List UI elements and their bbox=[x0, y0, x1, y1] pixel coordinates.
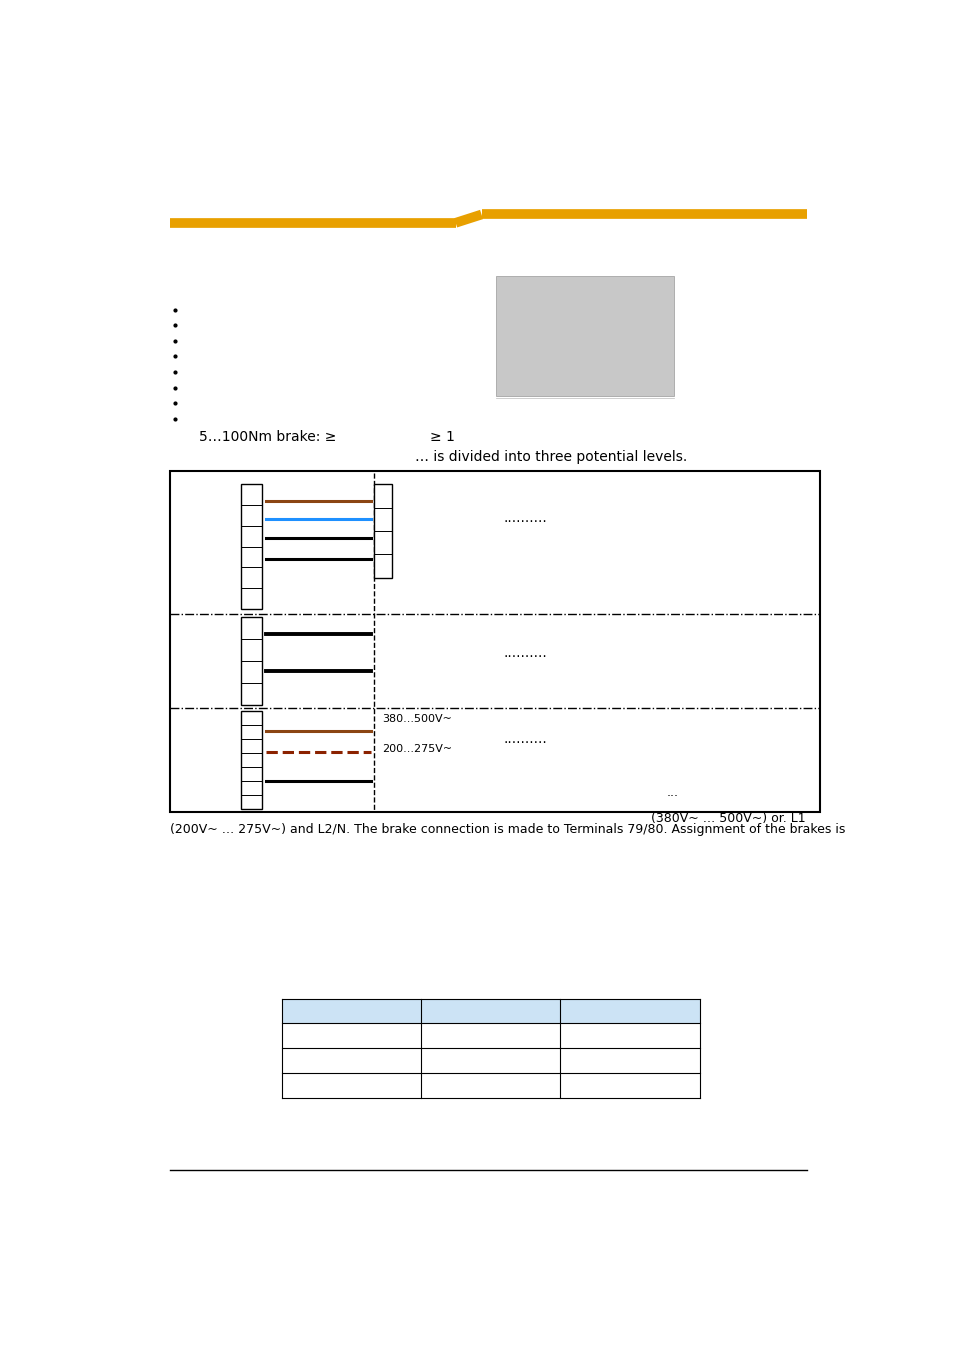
Bar bbox=[241, 485, 262, 609]
Text: ..........: .......... bbox=[503, 732, 547, 747]
Text: 380...500V~: 380...500V~ bbox=[381, 714, 451, 724]
Bar bbox=[374, 485, 392, 578]
Text: ..........: .......... bbox=[503, 645, 547, 660]
Bar bbox=[241, 617, 262, 705]
Bar bbox=[282, 999, 699, 1023]
Text: 5…100Nm brake: ≥: 5…100Nm brake: ≥ bbox=[199, 431, 336, 444]
Text: (380V~ … 500V~) or. L1: (380V~ … 500V~) or. L1 bbox=[650, 813, 804, 825]
Bar bbox=[170, 471, 820, 811]
Text: ..........: .......... bbox=[503, 510, 547, 525]
Text: … is divided into three potential levels.: … is divided into three potential levels… bbox=[415, 450, 686, 464]
Bar bbox=[496, 277, 673, 396]
Text: ...: ... bbox=[665, 787, 678, 799]
Text: 200...275V~: 200...275V~ bbox=[381, 744, 452, 755]
Bar bbox=[241, 711, 262, 809]
Text: (200V~ … 275V~) and L2/N. The brake connection is made to Terminals 79/80. Assig: (200V~ … 275V~) and L2/N. The brake conn… bbox=[170, 824, 844, 836]
Text: ≥ 1: ≥ 1 bbox=[429, 431, 455, 444]
